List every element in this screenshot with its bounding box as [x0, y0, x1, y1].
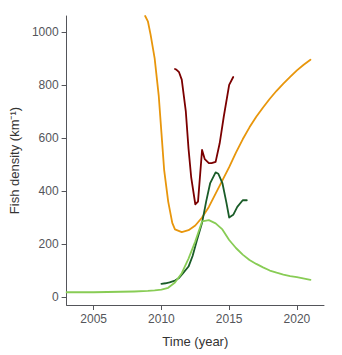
svg-text:Time (year): Time (year) — [162, 334, 228, 349]
svg-text:2015: 2015 — [216, 312, 243, 326]
svg-text:2005: 2005 — [80, 312, 107, 326]
svg-text:0: 0 — [52, 290, 59, 304]
svg-text:2020: 2020 — [284, 312, 311, 326]
svg-text:Fish density (km⁻¹): Fish density (km⁻¹) — [7, 107, 22, 214]
svg-text:1000: 1000 — [32, 25, 59, 39]
svg-text:800: 800 — [39, 78, 59, 92]
svg-text:2010: 2010 — [148, 312, 175, 326]
svg-text:600: 600 — [39, 131, 59, 145]
svg-text:200: 200 — [39, 237, 59, 251]
svg-text:400: 400 — [39, 184, 59, 198]
